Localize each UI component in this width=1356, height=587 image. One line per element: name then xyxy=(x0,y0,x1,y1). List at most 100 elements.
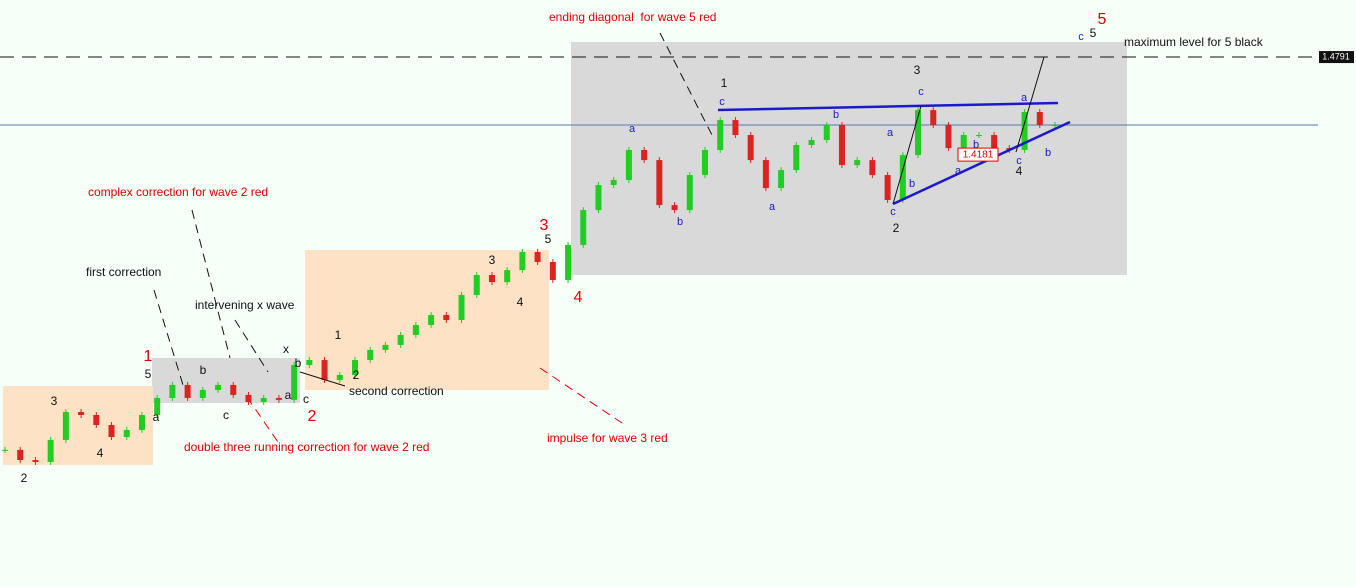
candle xyxy=(169,384,176,398)
wave-label: 1 xyxy=(144,348,153,365)
candle xyxy=(245,394,252,402)
candle xyxy=(2,449,8,451)
candle xyxy=(519,252,526,271)
wave-label: b xyxy=(1045,147,1051,159)
candle xyxy=(960,135,967,149)
candle xyxy=(930,110,937,126)
candle xyxy=(717,120,724,150)
wave-label: b xyxy=(677,216,683,228)
candle xyxy=(275,397,282,400)
candle xyxy=(93,415,100,425)
wave-label: a xyxy=(955,165,962,177)
candle xyxy=(458,294,465,321)
candle xyxy=(580,210,587,245)
wave-label: 3 xyxy=(489,253,496,267)
wave-label: impulse for wave 3 red xyxy=(547,431,668,445)
candle xyxy=(610,180,617,186)
wave-label: a xyxy=(153,410,160,424)
wave-label: 2 xyxy=(308,408,317,425)
wave-label: 5 xyxy=(545,232,552,246)
wave-label: c xyxy=(918,86,924,98)
wave-label: 1 xyxy=(335,328,342,342)
wave-label: intervening x wave xyxy=(195,298,295,312)
wave-5-zone xyxy=(571,42,1127,275)
candle xyxy=(428,315,435,326)
candle xyxy=(321,360,328,380)
pointer xyxy=(153,289,184,386)
wave-line xyxy=(892,105,922,205)
candle xyxy=(382,344,389,350)
price-marker-box xyxy=(957,147,999,162)
candle xyxy=(656,160,663,206)
candle xyxy=(108,424,115,438)
wave-3-zone xyxy=(305,250,549,390)
wave-label: x xyxy=(283,342,289,356)
candle xyxy=(869,160,876,176)
candle xyxy=(534,252,541,262)
wave-label: 3 xyxy=(51,394,58,408)
candle xyxy=(215,384,222,390)
wave-label: 5 xyxy=(145,367,152,381)
pointer xyxy=(191,209,231,359)
candle xyxy=(793,144,800,171)
wave-label: second correction xyxy=(349,384,444,398)
wave-label: c xyxy=(303,392,309,406)
wave-label: 2 xyxy=(893,221,900,235)
candle xyxy=(747,135,754,161)
candles xyxy=(2,107,1058,465)
candle xyxy=(154,397,161,416)
wave-label: 5 xyxy=(1090,26,1097,40)
candle xyxy=(778,170,785,189)
wave-label: 4 xyxy=(574,289,583,306)
candle xyxy=(184,384,191,398)
wave-label: b xyxy=(200,363,207,377)
candle xyxy=(78,411,85,416)
wave-label: first correction xyxy=(86,265,161,279)
wave-label: 3 xyxy=(540,217,549,234)
candle xyxy=(565,244,572,280)
candle xyxy=(915,110,922,156)
wave-line xyxy=(1015,56,1045,153)
wave-label: a xyxy=(887,127,894,139)
candle xyxy=(702,149,708,176)
wave-label: c xyxy=(890,206,896,218)
pointer xyxy=(234,319,269,373)
wave-label: ending diagonal for wave 5 red xyxy=(549,10,716,24)
price-marker: 1.4181 xyxy=(963,150,994,161)
pointer xyxy=(539,367,626,426)
candle xyxy=(671,205,678,211)
candle xyxy=(854,160,861,166)
lower-trendline xyxy=(892,120,1071,206)
wave-label: b xyxy=(295,356,302,370)
candle xyxy=(991,135,998,149)
candle xyxy=(336,374,343,380)
wave-label: 1 xyxy=(721,76,728,90)
level-label: 1.4791 xyxy=(1322,51,1350,61)
wave-label: maximum level for 5 black xyxy=(1124,35,1264,49)
candle xyxy=(975,135,982,137)
candle xyxy=(199,389,206,398)
wave-line xyxy=(299,371,346,387)
wave-label: a xyxy=(769,201,776,213)
candle xyxy=(443,315,450,321)
candle xyxy=(260,397,267,402)
candle xyxy=(367,349,374,361)
wave-label: c xyxy=(1016,155,1022,167)
candle xyxy=(473,275,480,295)
impulse-zone xyxy=(3,386,153,465)
candle xyxy=(884,175,891,200)
candle xyxy=(641,149,648,161)
wave-label: b xyxy=(909,178,915,190)
candle xyxy=(291,365,298,400)
level-label-box xyxy=(1319,51,1354,64)
candle xyxy=(762,160,769,189)
upper-trendline xyxy=(717,101,1059,112)
wave-label: b xyxy=(833,109,839,121)
wave-label: 4 xyxy=(517,295,524,309)
wave-label: c xyxy=(1078,31,1084,43)
candle xyxy=(686,175,693,211)
candle xyxy=(412,325,419,335)
wave-label: double three running correction for wave… xyxy=(184,440,429,454)
candle xyxy=(62,411,69,440)
